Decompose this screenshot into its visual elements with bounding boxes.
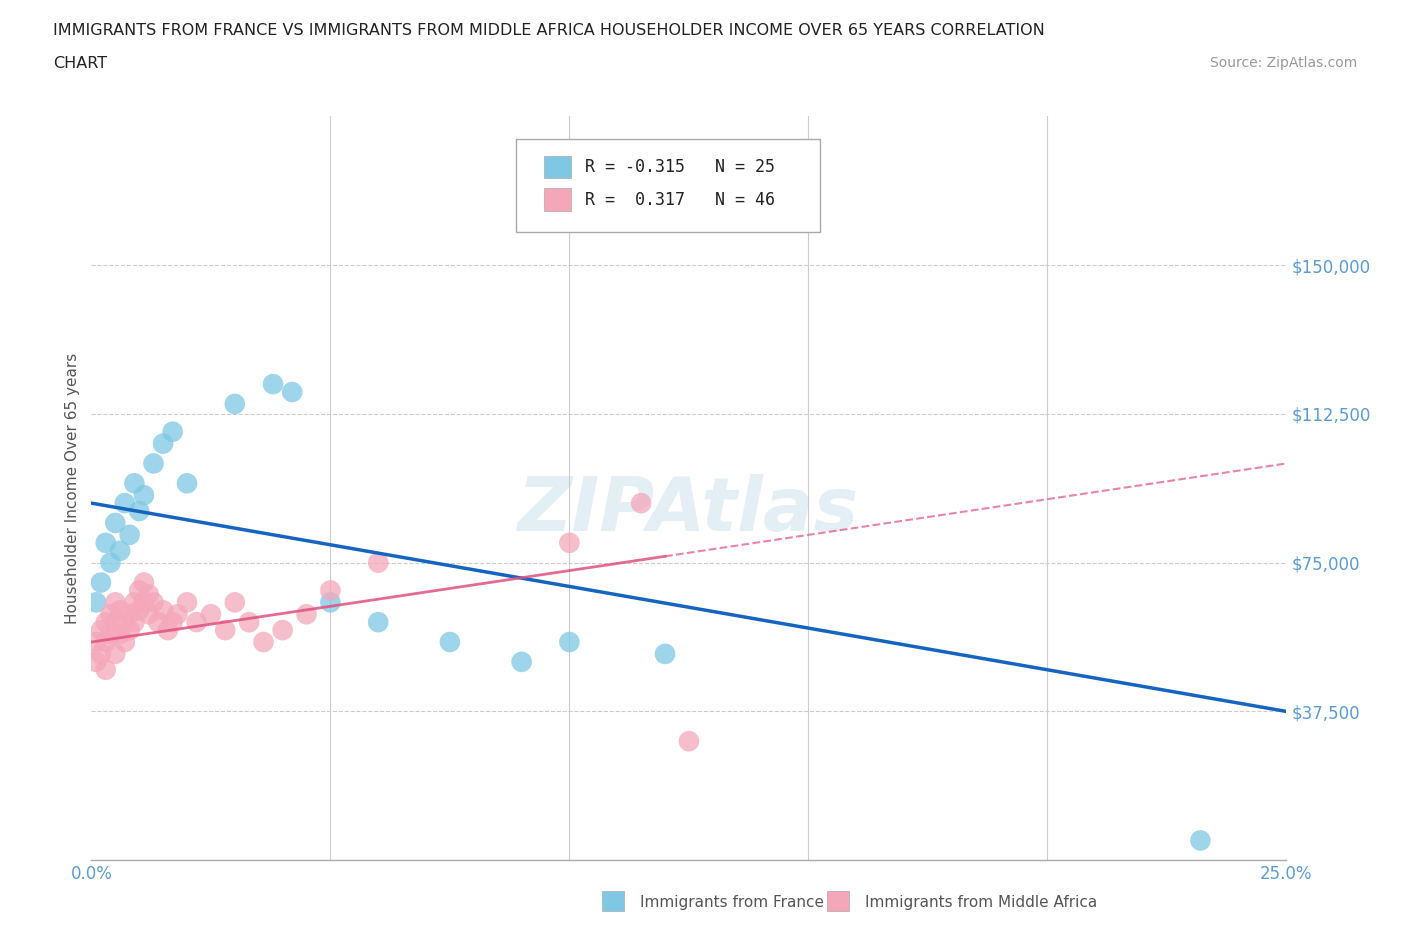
Bar — [544, 189, 571, 211]
Point — [118, 527, 141, 542]
Point — [281, 385, 304, 400]
Point — [108, 627, 131, 642]
Point — [118, 623, 141, 638]
Text: IMMIGRANTS FROM FRANCE VS IMMIGRANTS FROM MIDDLE AFRICA HOUSEHOLDER INCOME OVER : IMMIGRANTS FROM FRANCE VS IMMIGRANTS FRO… — [53, 23, 1045, 38]
Bar — [544, 155, 571, 178]
Point — [108, 603, 131, 618]
Point — [94, 634, 117, 649]
Point — [510, 655, 533, 670]
Point — [138, 587, 160, 602]
Point — [124, 615, 146, 630]
Point — [238, 615, 260, 630]
Point — [295, 606, 318, 621]
Point — [104, 595, 127, 610]
Point — [152, 436, 174, 451]
Point — [118, 606, 141, 621]
Point — [319, 583, 342, 598]
Point — [630, 496, 652, 511]
Point — [94, 536, 117, 551]
Point — [132, 595, 155, 610]
Point — [128, 603, 150, 618]
Point — [224, 396, 246, 411]
Y-axis label: Householder Income Over 65 years: Householder Income Over 65 years — [65, 352, 80, 624]
Point — [319, 595, 342, 610]
FancyBboxPatch shape — [516, 139, 821, 232]
Point — [84, 595, 107, 610]
Point — [439, 634, 461, 649]
Point — [224, 595, 246, 610]
Point — [124, 476, 146, 491]
Point — [114, 496, 136, 511]
Point — [1189, 833, 1212, 848]
Point — [186, 615, 208, 630]
Point — [108, 543, 131, 558]
Point — [128, 583, 150, 598]
Point — [152, 603, 174, 618]
Point — [678, 734, 700, 749]
Text: Immigrants from France: Immigrants from France — [640, 895, 824, 910]
Point — [124, 595, 146, 610]
Point — [104, 515, 127, 530]
Point — [138, 606, 160, 621]
Point — [214, 623, 236, 638]
Text: R = -0.315   N = 25: R = -0.315 N = 25 — [585, 158, 775, 176]
Bar — [827, 891, 849, 911]
Point — [100, 606, 122, 621]
Point — [558, 634, 581, 649]
Point — [142, 456, 165, 471]
Point — [166, 606, 188, 621]
Point — [128, 504, 150, 519]
Point — [114, 615, 136, 630]
Point — [90, 646, 112, 661]
Bar — [602, 891, 624, 911]
Point — [100, 555, 122, 570]
Point — [142, 595, 165, 610]
Point — [114, 634, 136, 649]
Point — [156, 623, 179, 638]
Point — [200, 606, 222, 621]
Point — [262, 377, 284, 392]
Point — [90, 575, 112, 590]
Point — [104, 646, 127, 661]
Point — [162, 424, 184, 439]
Point — [271, 623, 294, 638]
Point — [132, 575, 155, 590]
Point — [367, 555, 389, 570]
Point — [94, 662, 117, 677]
Point — [654, 646, 676, 661]
Text: ZIPAtlas: ZIPAtlas — [519, 474, 859, 547]
Point — [90, 623, 112, 638]
Point — [132, 487, 155, 502]
Point — [100, 627, 122, 642]
Text: CHART: CHART — [53, 56, 107, 71]
Text: Source: ZipAtlas.com: Source: ZipAtlas.com — [1209, 56, 1357, 70]
Point — [176, 595, 198, 610]
Point — [252, 634, 274, 649]
Point — [367, 615, 389, 630]
Text: R =  0.317   N = 46: R = 0.317 N = 46 — [585, 191, 775, 208]
Point — [558, 536, 581, 551]
Point — [84, 634, 107, 649]
Point — [148, 615, 170, 630]
Point — [84, 655, 107, 670]
Text: Immigrants from Middle Africa: Immigrants from Middle Africa — [865, 895, 1097, 910]
Point — [162, 615, 184, 630]
Point — [104, 615, 127, 630]
Point — [176, 476, 198, 491]
Point — [94, 615, 117, 630]
